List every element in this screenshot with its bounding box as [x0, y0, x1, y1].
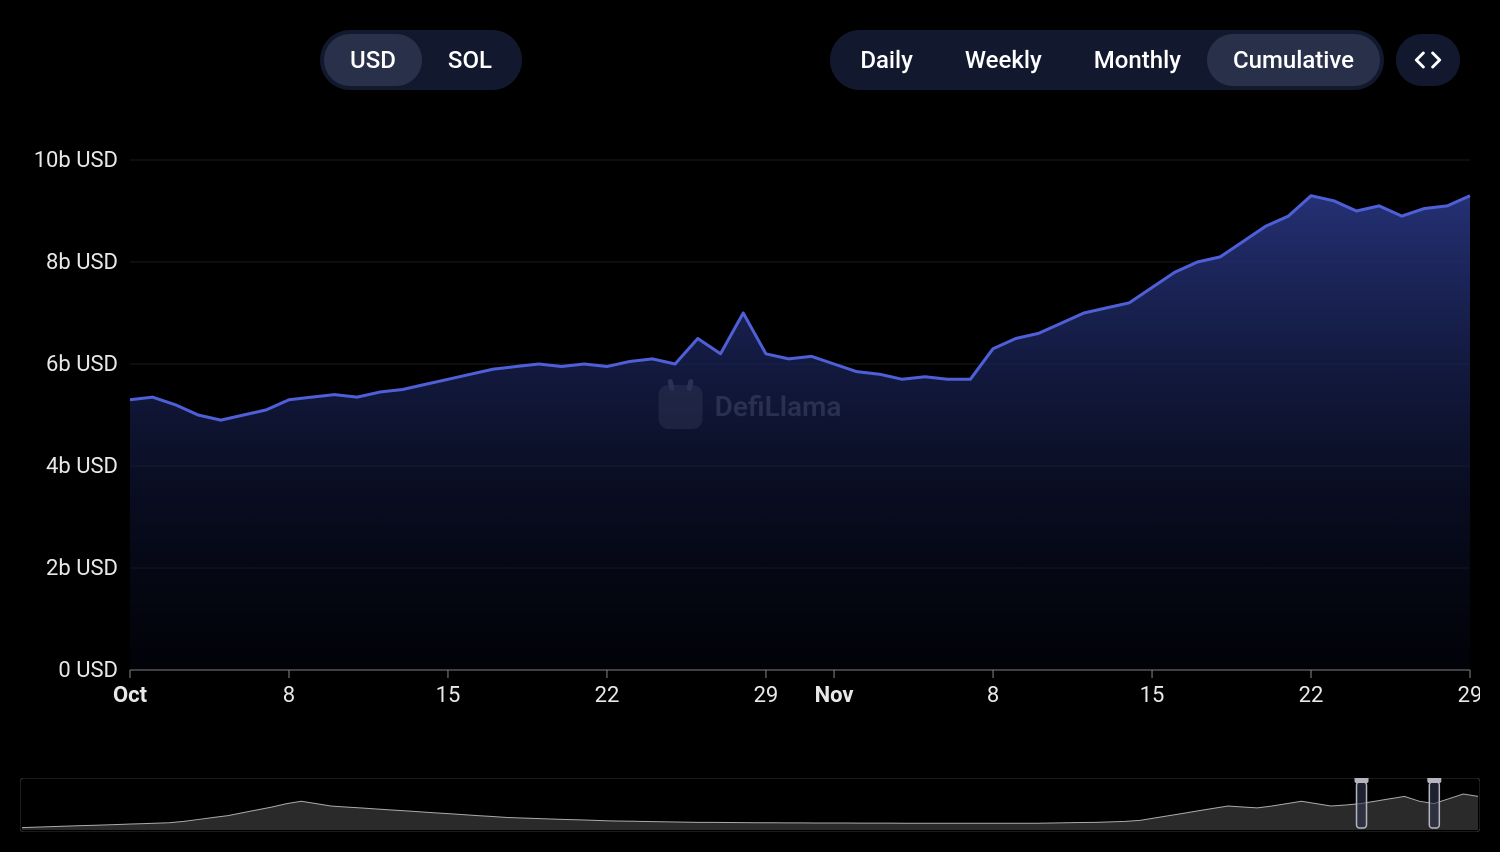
y-axis-label: 2b USD: [46, 556, 118, 581]
currency-toggle: USDSOL: [320, 30, 522, 90]
brush-handle-left[interactable]: [1355, 778, 1369, 828]
embed-button[interactable]: [1396, 34, 1460, 86]
interval-option-monthly[interactable]: Monthly: [1068, 34, 1207, 86]
y-axis-label: 6b USD: [46, 352, 118, 377]
x-axis-label: Nov: [815, 683, 854, 708]
x-axis-label: 15: [1140, 683, 1165, 708]
top-controls: USDSOL DailyWeeklyMonthlyCumulative: [0, 0, 1500, 100]
main-chart: 0 USD 2b USD 4b USD 6b USD 8b USD 10b USD Oct 8…: [20, 150, 1480, 720]
right-controls: DailyWeeklyMonthlyCumulative: [830, 30, 1460, 90]
code-icon: [1414, 46, 1442, 74]
x-axis-label: 29: [754, 683, 779, 708]
x-axis-label: 8: [987, 683, 999, 708]
brush-area-fill: [22, 794, 1478, 830]
brush-chart[interactable]: [20, 778, 1480, 832]
y-axis-label: 8b USD: [46, 250, 118, 275]
x-axis-label: 29: [1458, 683, 1480, 708]
interval-option-weekly[interactable]: Weekly: [939, 34, 1068, 86]
chart-area-fill: [130, 196, 1470, 670]
x-axis-label: 8: [283, 683, 295, 708]
y-axis-label: 0 USD: [58, 658, 118, 683]
x-axis-label: 22: [595, 683, 620, 708]
currency-option-usd[interactable]: USD: [324, 34, 422, 86]
interval-toggle: DailyWeeklyMonthlyCumulative: [830, 30, 1384, 90]
currency-option-sol[interactable]: SOL: [422, 34, 518, 86]
brush-handle-right[interactable]: [1427, 778, 1441, 828]
x-axis-label: 22: [1299, 683, 1324, 708]
interval-option-daily[interactable]: Daily: [834, 34, 939, 86]
y-axis-label: 4b USD: [46, 454, 118, 479]
y-axis-label: 10b USD: [34, 150, 118, 173]
interval-option-cumulative[interactable]: Cumulative: [1207, 34, 1380, 86]
x-axis-label: Oct: [113, 683, 148, 708]
x-axis-label: 15: [436, 683, 461, 708]
